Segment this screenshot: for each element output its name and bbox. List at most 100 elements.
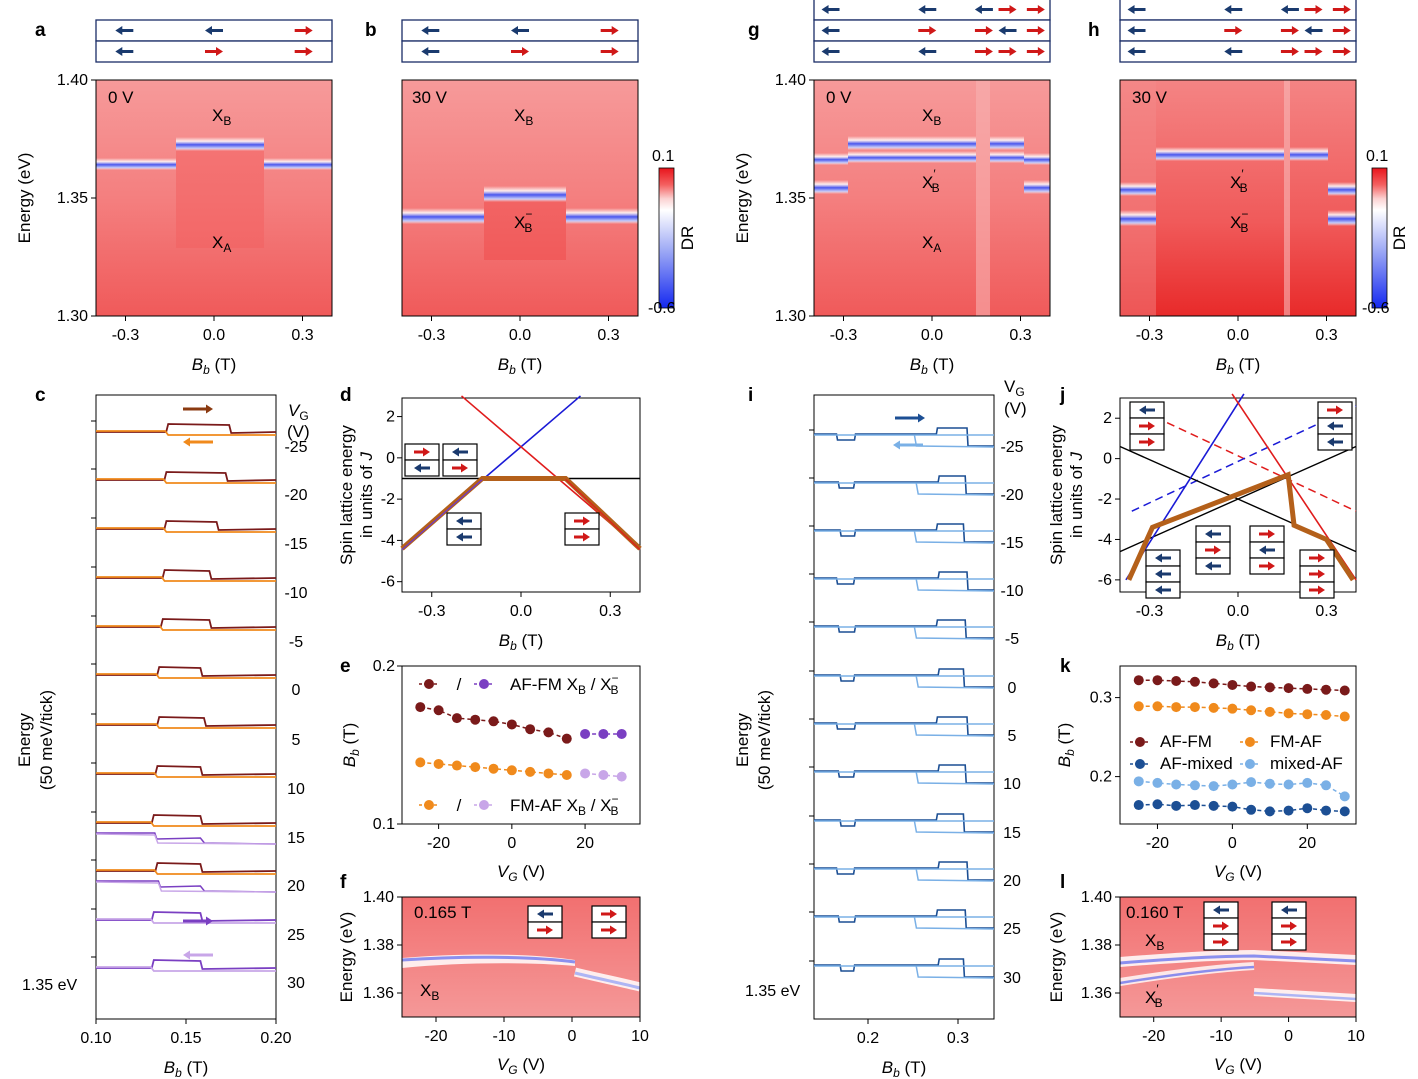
panel-e-point xyxy=(470,762,481,773)
panel-j-ytick-label: -2 xyxy=(1098,491,1112,508)
panel-c-trace-up xyxy=(96,862,277,873)
panel-j-spin-energy: Spin lattice energy in units of J 2 0 -2 -4… xyxy=(1047,393,1357,653)
panel-label-f: f xyxy=(340,872,347,893)
spin-box-b xyxy=(401,19,639,63)
panel-d-xtick-label: 0.3 xyxy=(599,603,621,620)
panel-c-ref-energy: 1.35 eV xyxy=(22,977,77,994)
heatmap-b-band-left xyxy=(402,208,484,224)
panel-k-point xyxy=(1133,675,1144,686)
heatmap-h-band-right1 xyxy=(1328,182,1356,196)
panel-k-point xyxy=(1283,708,1294,719)
panel-d-spinbox-af1-arrow-head xyxy=(423,447,430,457)
panel-k-point xyxy=(1227,679,1238,690)
spin-box-g-arrow-head xyxy=(1037,47,1045,56)
panel-e-legend-fm-af: FM-AF XB / X− B xyxy=(510,792,619,818)
panel-k-point xyxy=(1133,776,1144,787)
panel-f-ytick-label: 1.38 xyxy=(363,937,394,954)
panel-f-spinbox-fm-arrow-head xyxy=(610,925,617,935)
panel-d-xtick-label: -0.3 xyxy=(418,603,446,620)
panel-l-xtick-label: -20 xyxy=(1142,1028,1165,1045)
panel-k-point xyxy=(1264,682,1275,693)
panel-k-point xyxy=(1152,701,1163,712)
panel-i-arrow-up-head xyxy=(918,413,925,423)
panel-l-spinbox-mixed2-arrow-head xyxy=(1290,921,1297,931)
panel-j-ytick-label: 0 xyxy=(1103,451,1112,468)
panel-l-ytick-label: 1.40 xyxy=(1081,889,1112,906)
panel-i-trace-up xyxy=(814,668,994,688)
heatmap-g-ylabel: Energy (eV) xyxy=(733,153,752,244)
panel-c-vg-unit: (V) xyxy=(287,422,310,441)
panel-i-vg-label: -5 xyxy=(1005,631,1019,648)
panel-k-point xyxy=(1133,800,1144,811)
panel-i-vg-label: -15 xyxy=(1000,535,1023,552)
panel-k-point xyxy=(1189,780,1200,791)
panel-c-trace-down xyxy=(96,869,276,875)
panel-l-spinbox-mixed2-arrow-head xyxy=(1290,937,1297,947)
heatmap-h-xtick-label: 0.0 xyxy=(1227,327,1249,344)
spin-box-h-arrow-head xyxy=(1315,5,1323,14)
heatmap-a-center-block xyxy=(176,148,264,248)
panel-i-vg-label: 10 xyxy=(1003,776,1021,793)
panel-c-arrow-up-head xyxy=(206,404,213,414)
panel-e-point xyxy=(543,768,554,779)
panel-k-point xyxy=(1321,709,1332,720)
panel-k-point xyxy=(1189,800,1200,811)
colorbar-b-min: -0.6 xyxy=(648,300,676,317)
panel-e-legend-afx-marker xyxy=(424,679,434,689)
heatmap-g-band-right1 xyxy=(1024,153,1050,165)
panel-i-xtick-label: 0.3 xyxy=(947,1030,969,1047)
panel-f-ytick-label: 1.36 xyxy=(363,985,394,1002)
panel-e-point xyxy=(415,702,426,713)
panel-c-trace-down xyxy=(96,527,276,533)
spin-box-h-arrow-head xyxy=(1224,47,1232,56)
panel-e-point xyxy=(433,758,444,769)
panel-k-point xyxy=(1246,681,1257,692)
panel-k-point xyxy=(1321,780,1332,791)
panel-label-g: g xyxy=(748,20,760,41)
panel-i-ref-energy: 1.35 eV xyxy=(745,983,800,1000)
panel-e-legend-fmxm-marker xyxy=(479,800,489,810)
panel-e-point xyxy=(525,766,536,777)
panel-e-xlabel: VG (V) xyxy=(497,862,545,884)
heatmap-g-band-center1 xyxy=(848,136,976,150)
panel-j-spinbox-fm-up-arrow-head xyxy=(1318,553,1325,563)
panel-c-trace-down xyxy=(96,430,276,436)
panel-f-ylabel: Energy (eV) xyxy=(337,912,356,1003)
panel-l-xtick-label: -10 xyxy=(1210,1028,1233,1045)
panel-e-point xyxy=(616,771,627,782)
panel-c-trace-down xyxy=(96,576,276,582)
panel-d-spinbox-af1-arrow-head xyxy=(414,463,421,473)
heatmap-h-background xyxy=(1120,80,1356,316)
panel-j-xtick-label: -0.3 xyxy=(1136,603,1164,620)
panel-k-point xyxy=(1227,801,1238,812)
heatmap-g-ytick-label: 1.40 xyxy=(775,72,806,89)
panel-k-point xyxy=(1133,701,1144,712)
panel-k-point xyxy=(1264,778,1275,789)
panel-k-xtick-label: 20 xyxy=(1298,835,1316,852)
heatmap-g-band-center2 xyxy=(848,151,976,163)
panel-j-ytick-label: -4 xyxy=(1098,531,1112,548)
panel-e-xtick-label: 0 xyxy=(507,835,516,852)
panel-i-ylabel-1: Energy xyxy=(733,713,752,767)
spin-box-b-arrow-head xyxy=(421,47,429,56)
panel-i-traces: Energy (50 meV/tick) 1.35 eV VG (V) 0.2 0… xyxy=(733,377,1027,1079)
panel-k-point xyxy=(1283,683,1294,694)
heatmap-g-band-right2 xyxy=(1024,180,1050,194)
spin-box-b-arrow-head xyxy=(522,47,529,56)
heatmap-g-xtick-label: -0.3 xyxy=(830,327,858,344)
panel-c-arrow-up-purple-head xyxy=(206,916,213,926)
panel-c-vg-label: 10 xyxy=(287,781,305,798)
panel-label-e: e xyxy=(340,656,351,677)
panel-k-point xyxy=(1339,711,1350,722)
panel-i-vg-header: VG xyxy=(1004,377,1025,399)
panel-i-xlabel: Bb (T) xyxy=(882,1058,926,1079)
heatmap-b-xlabel: Bb (T) xyxy=(498,355,542,377)
heatmap-h-xbminus-label: X− B xyxy=(1230,207,1248,235)
panel-k-point xyxy=(1246,804,1257,815)
panel-e-point xyxy=(470,714,481,725)
panel-i-trace-down-b xyxy=(913,723,995,737)
panel-i-trace-down-b xyxy=(915,868,995,882)
panel-e-point xyxy=(415,757,426,768)
heatmap-a-xtick-label: 0.0 xyxy=(203,327,225,344)
heatmap-h-xtick-label: -0.3 xyxy=(1136,327,1164,344)
